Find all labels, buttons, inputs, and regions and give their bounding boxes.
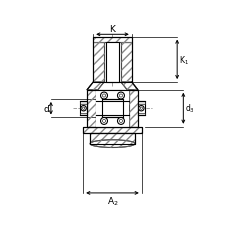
Bar bbox=[83, 127, 141, 133]
Bar bbox=[90, 133, 134, 144]
Circle shape bbox=[102, 95, 105, 98]
Ellipse shape bbox=[90, 140, 134, 148]
Bar bbox=[129, 90, 137, 127]
Bar bbox=[80, 102, 87, 116]
Polygon shape bbox=[120, 83, 137, 90]
Bar bbox=[93, 43, 104, 83]
Bar bbox=[120, 43, 131, 83]
Bar bbox=[95, 90, 129, 102]
Bar bbox=[87, 90, 95, 127]
Bar bbox=[93, 38, 131, 83]
Circle shape bbox=[100, 93, 107, 100]
Bar bbox=[90, 133, 134, 144]
Text: A$_2$: A$_2$ bbox=[106, 195, 118, 207]
Bar bbox=[95, 116, 129, 127]
Circle shape bbox=[140, 108, 142, 110]
Bar bbox=[87, 90, 137, 127]
Text: K$_1$: K$_1$ bbox=[178, 54, 188, 66]
Text: d: d bbox=[44, 104, 49, 113]
Circle shape bbox=[102, 120, 105, 123]
Bar bbox=[101, 100, 123, 118]
Bar bbox=[83, 127, 141, 133]
Bar bbox=[137, 102, 144, 104]
Bar bbox=[95, 102, 129, 116]
Bar bbox=[101, 116, 123, 118]
Bar bbox=[129, 90, 137, 127]
Circle shape bbox=[100, 118, 107, 125]
Polygon shape bbox=[87, 83, 104, 90]
Text: K: K bbox=[109, 25, 115, 34]
Circle shape bbox=[138, 106, 143, 112]
Bar bbox=[95, 90, 129, 127]
Text: d$_3$: d$_3$ bbox=[184, 103, 194, 115]
Bar bbox=[95, 116, 129, 127]
Bar bbox=[93, 38, 131, 43]
Circle shape bbox=[81, 106, 86, 112]
Bar bbox=[95, 90, 129, 102]
Circle shape bbox=[119, 120, 122, 123]
Bar bbox=[87, 90, 95, 127]
Bar bbox=[83, 127, 141, 133]
Text: S$_1$: S$_1$ bbox=[112, 116, 122, 128]
Bar bbox=[137, 113, 144, 116]
Bar bbox=[80, 113, 87, 116]
Text: B$_1$: B$_1$ bbox=[117, 88, 127, 100]
Bar bbox=[101, 116, 123, 118]
Bar bbox=[93, 38, 131, 43]
Bar bbox=[93, 43, 104, 83]
Bar bbox=[105, 43, 119, 83]
Bar bbox=[137, 102, 144, 116]
Circle shape bbox=[82, 108, 85, 110]
Bar bbox=[101, 100, 123, 102]
Circle shape bbox=[117, 93, 124, 100]
Bar bbox=[80, 102, 87, 104]
Circle shape bbox=[117, 118, 124, 125]
Circle shape bbox=[119, 95, 122, 98]
Bar bbox=[101, 100, 123, 102]
Bar bbox=[90, 133, 134, 144]
Bar bbox=[120, 43, 131, 83]
